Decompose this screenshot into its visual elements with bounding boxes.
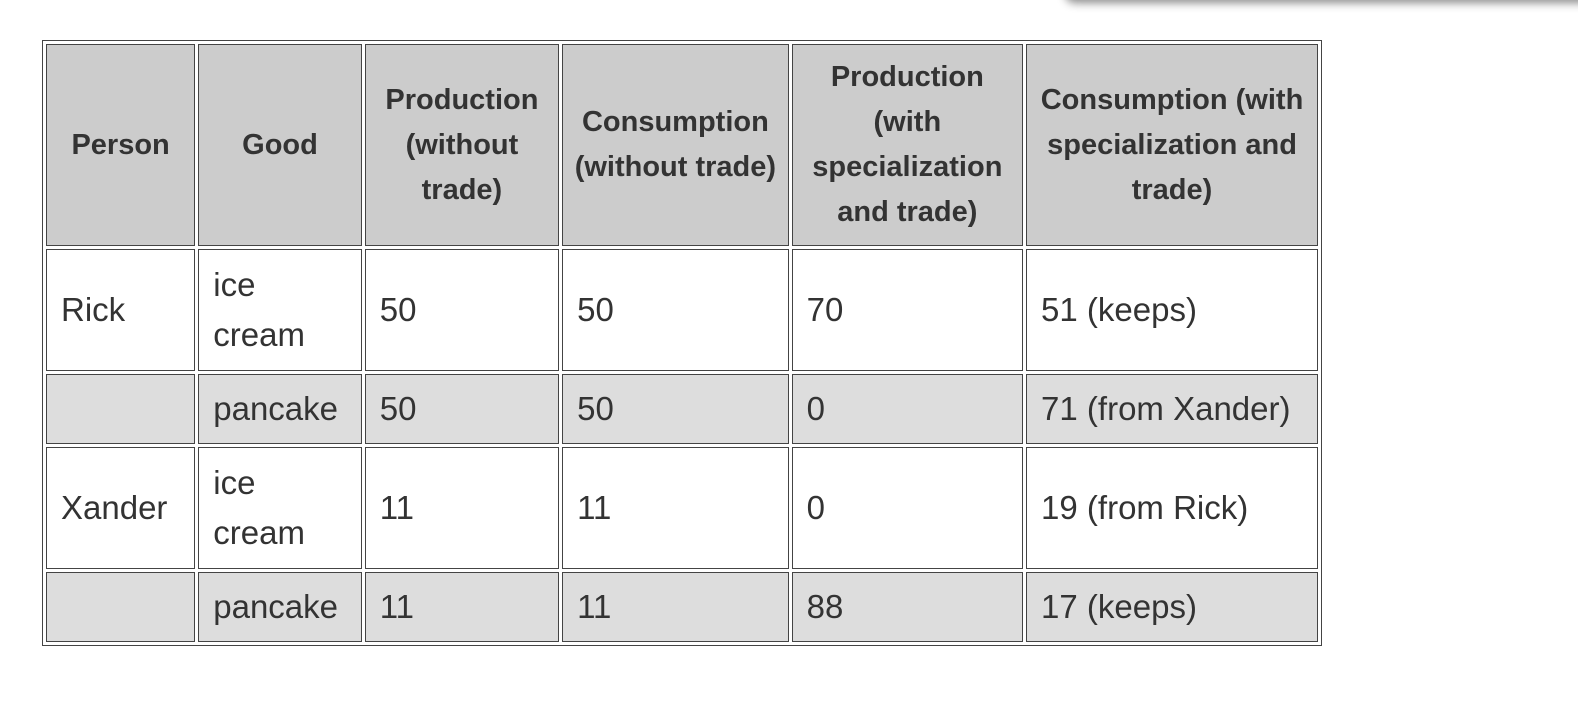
- cell-good: ice cream: [198, 249, 362, 371]
- cell-consumption-without-trade: 50: [562, 249, 789, 371]
- cell-production-without-trade: 50: [364, 374, 560, 444]
- cell-production-without-trade: 11: [364, 447, 560, 569]
- table-row: pancake 11 11 88 17 (keeps): [46, 572, 1318, 642]
- cell-good: pancake: [198, 374, 362, 444]
- header-consumption-with-trade: Consumption (with specialization and tra…: [1026, 44, 1318, 246]
- cell-production-with-trade: 0: [791, 374, 1024, 444]
- cell-person: [46, 572, 196, 642]
- cell-consumption-with-trade: 71 (from Xander): [1026, 374, 1318, 444]
- cell-consumption-with-trade: 17 (keeps): [1026, 572, 1318, 642]
- header-production-with-trade: Production (with specialization and trad…: [791, 44, 1024, 246]
- cell-consumption-without-trade: 11: [562, 572, 789, 642]
- cell-production-without-trade: 50: [364, 249, 560, 371]
- cell-production-with-trade: 88: [791, 572, 1024, 642]
- header-good: Good: [198, 44, 362, 246]
- table-row: pancake 50 50 0 71 (from Xander): [46, 374, 1318, 444]
- cell-production-without-trade: 11: [364, 572, 560, 642]
- header-row: Person Good Production (without trade) C…: [46, 44, 1318, 246]
- cell-consumption-without-trade: 50: [562, 374, 789, 444]
- table-row: Rick ice cream 50 50 70 51 (keeps): [46, 249, 1318, 371]
- production-consumption-table: Person Good Production (without trade) C…: [42, 40, 1322, 646]
- table-row: Xander ice cream 11 11 0 19 (from Rick): [46, 447, 1318, 569]
- cell-consumption-with-trade: 19 (from Rick): [1026, 447, 1318, 569]
- cell-person: Rick: [46, 249, 196, 371]
- header-production-without-trade: Production (without trade): [364, 44, 560, 246]
- cell-consumption-with-trade: 51 (keeps): [1026, 249, 1318, 371]
- cell-consumption-without-trade: 11: [562, 447, 789, 569]
- cell-production-with-trade: 0: [791, 447, 1024, 569]
- cell-person: Xander: [46, 447, 196, 569]
- header-person: Person: [46, 44, 196, 246]
- cell-good: ice cream: [198, 447, 362, 569]
- cell-person: [46, 374, 196, 444]
- cell-production-with-trade: 70: [791, 249, 1024, 371]
- header-consumption-without-trade: Consumption (without trade): [562, 44, 789, 246]
- cell-good: pancake: [198, 572, 362, 642]
